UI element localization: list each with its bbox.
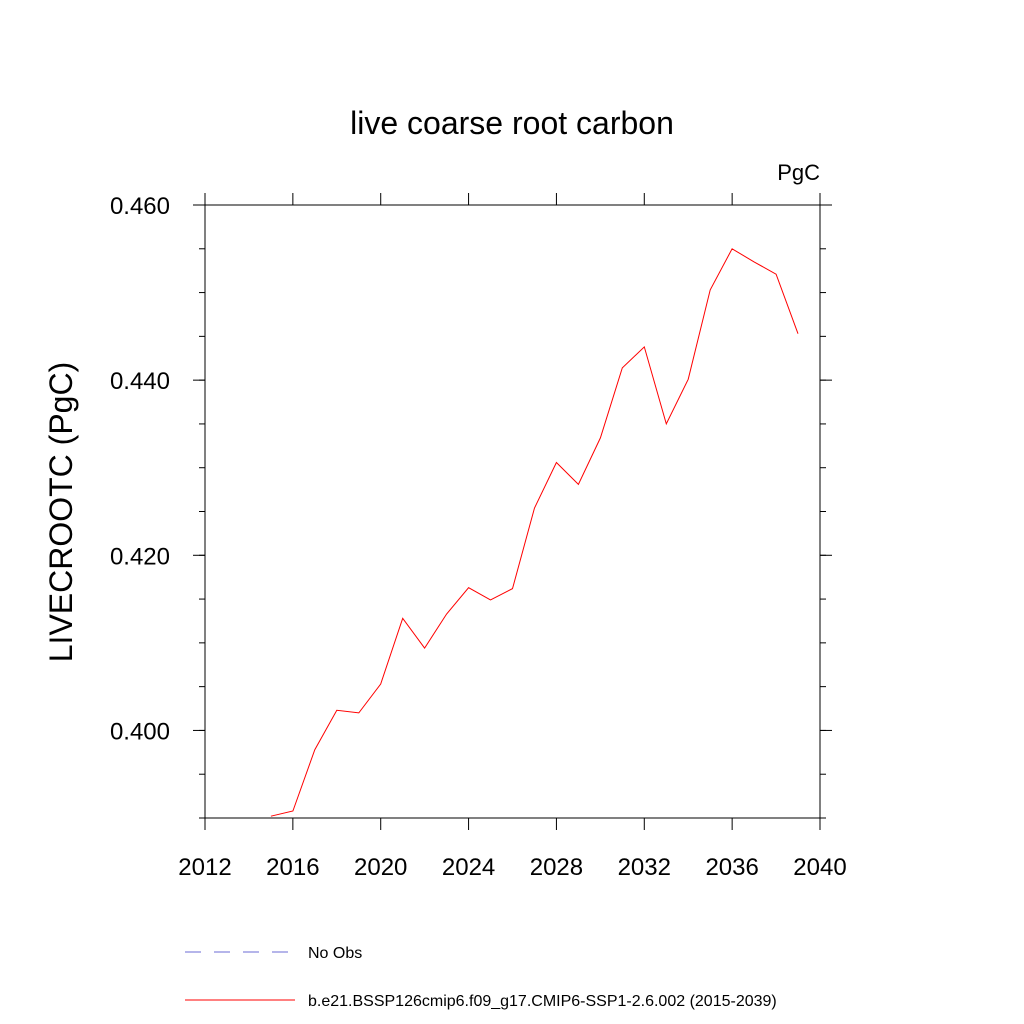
plot-frame [204, 204, 821, 819]
axis-ticks [193, 193, 832, 830]
units-label: PgC [777, 160, 820, 185]
series-line [270, 248, 799, 817]
x-tick-label: 2036 [705, 854, 758, 881]
x-tick-label: 2012 [178, 854, 231, 881]
y-tick-label: 0.460 [110, 193, 170, 220]
y-axis-label: LIVECROOTC (PgC) [43, 362, 79, 662]
legend-label: No Obs [308, 945, 362, 962]
x-tick-label: 2040 [793, 854, 846, 881]
y-tick-label: 0.420 [110, 543, 170, 570]
legend: No Obs b.e21.BSSP126cmip6.f09_g17.CMIP6-S… [185, 945, 777, 1010]
x-tick-label: 2032 [618, 854, 671, 881]
x-tick-label: 2024 [442, 854, 495, 881]
x-tick-label: 2016 [266, 854, 319, 881]
tick-labels: 2012 2016 2020 2024 2028 2032 2036 2040 0.400 0.4… [110, 193, 847, 881]
y-tick-label: 0.400 [110, 718, 170, 745]
x-tick-label: 2020 [354, 854, 407, 881]
y-tick-label: 0.440 [110, 368, 170, 395]
legend-label: b.e21.BSSP126cmip6.f09_g17.CMIP6-SSP1-2.… [308, 993, 777, 1010]
series-group [270, 248, 799, 817]
x-tick-label: 2028 [530, 854, 583, 881]
chart-title: live coarse root carbon [350, 105, 674, 141]
